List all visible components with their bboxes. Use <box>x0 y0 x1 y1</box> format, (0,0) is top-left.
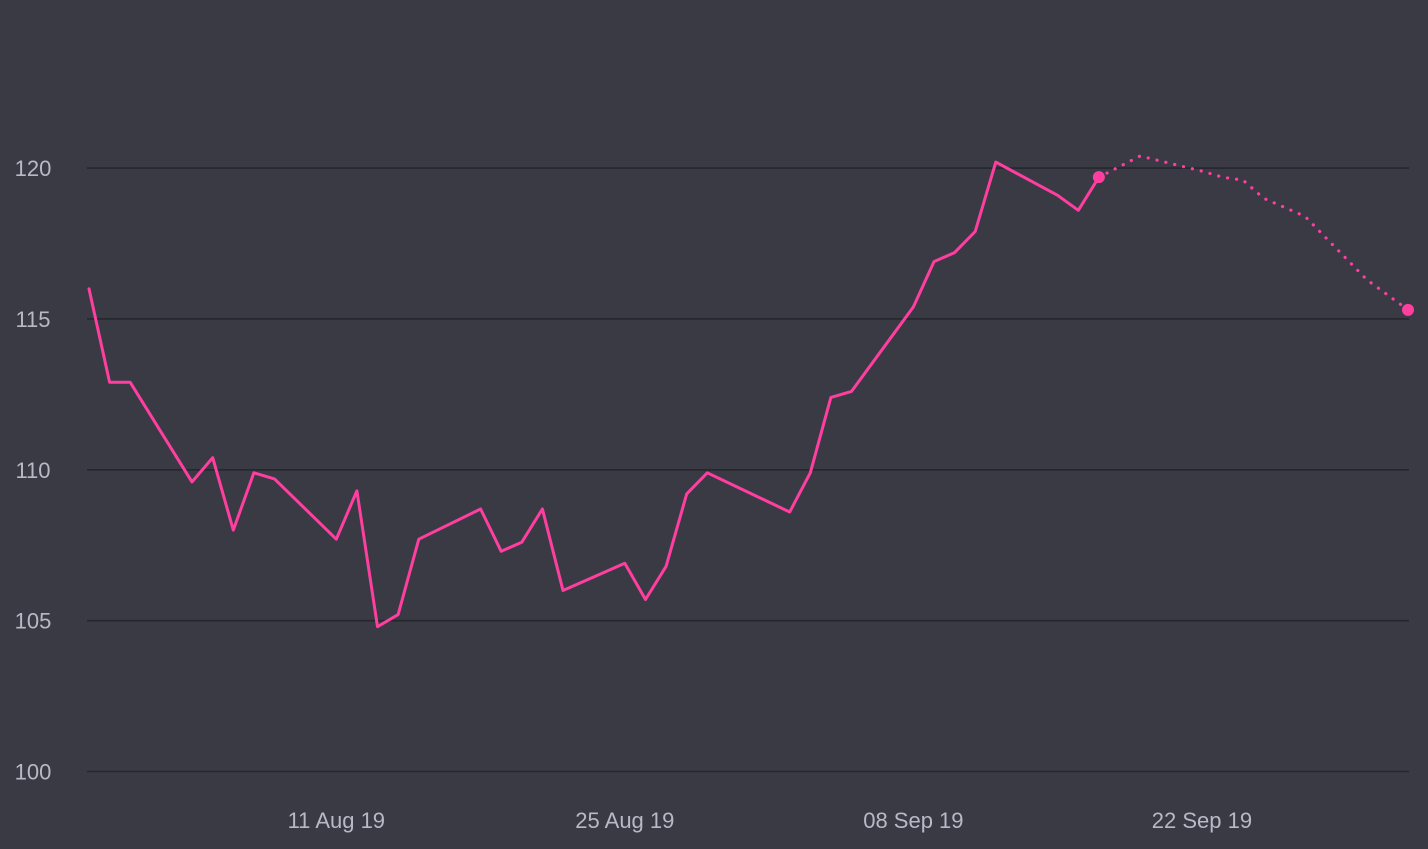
x-tick-label: 11 Aug 19 <box>288 808 385 833</box>
series-markers <box>1092 171 1414 316</box>
y-tick-label: 100 <box>15 760 52 785</box>
data-point-marker <box>1092 171 1105 184</box>
x-tick-label: 25 Aug 19 <box>575 808 674 833</box>
y-tick-label: 120 <box>15 156 52 181</box>
x-tick-label: 08 Sep 19 <box>863 808 963 833</box>
series-lines <box>87 154 1410 629</box>
gridlines <box>87 167 1409 773</box>
y-tick-label: 115 <box>15 307 50 332</box>
y-tick-label: 105 <box>15 609 52 634</box>
y-tick-label: 110 <box>15 458 50 483</box>
data-point-marker <box>1402 303 1414 316</box>
x-axis: 11 Aug 19 25 Aug 19 08 Sep 19 22 Sep 19 <box>288 808 1252 833</box>
actual-series-line <box>87 160 1101 629</box>
x-tick-label: 22 Sep 19 <box>1152 808 1252 833</box>
y-axis: 100 105 110 115 120 <box>15 156 52 784</box>
forecast-series-line <box>1097 154 1410 312</box>
